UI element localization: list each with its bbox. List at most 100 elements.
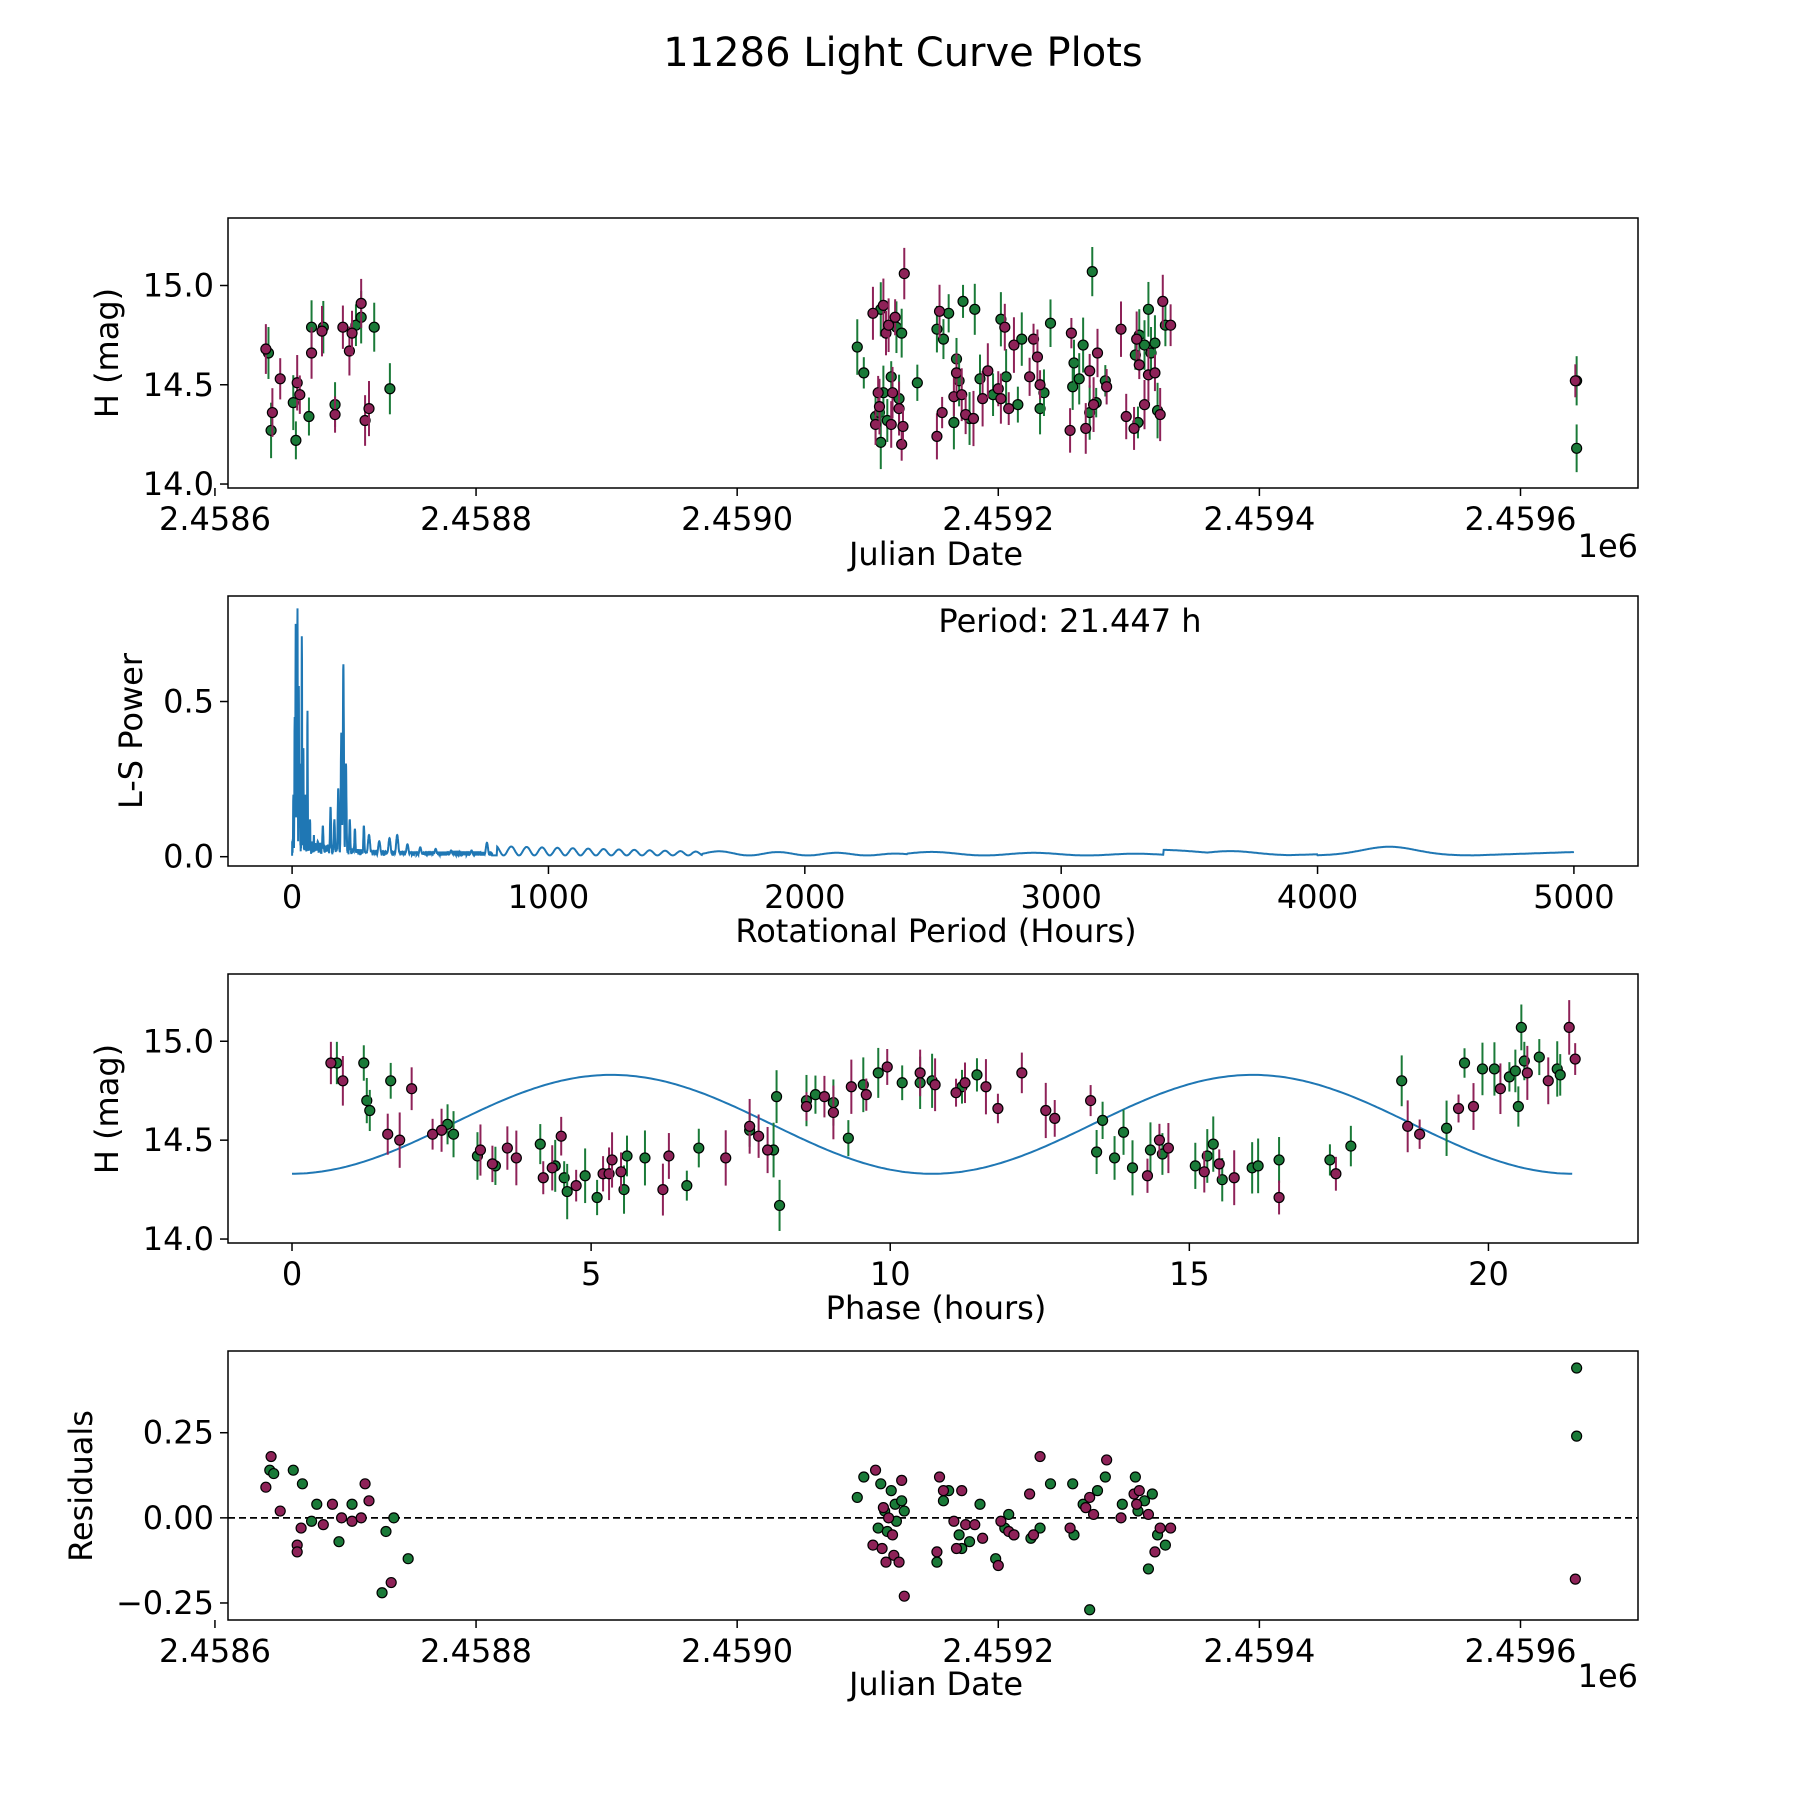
data-point [1198,1166,1210,1178]
data-point [1087,399,1100,411]
y-tick-label: 14.0 [143,465,214,503]
x-offset-label: 1e6 [1578,527,1638,565]
data-point [1440,1122,1453,1134]
data-point [384,383,396,395]
data-point [1034,1450,1046,1463]
data-point [1571,442,1583,454]
data-point [1533,1051,1545,1063]
data-point [842,1132,854,1144]
y-tick-label: 14.0 [143,1220,214,1258]
data-point [359,1478,371,1490]
data-point [274,1505,286,1517]
data-point [394,1134,406,1146]
data-point [872,387,884,399]
data-point [385,1576,397,1589]
data-point [317,1519,329,1531]
data-point [744,1120,756,1132]
data-point [1126,1162,1139,1174]
data-point [1273,1154,1285,1166]
data-point [977,393,989,405]
data-point [1521,1067,1533,1079]
data-point [937,1485,950,1497]
y-tick-label: 15.0 [143,1022,214,1060]
data-point [896,1077,908,1089]
y-tick-label: 0.25 [143,1414,214,1452]
data-point [897,420,909,433]
data-point [1087,1508,1100,1521]
data-point [889,311,901,323]
plot-area [228,1362,1638,1616]
data-point [1064,1522,1076,1534]
data-point [303,410,315,423]
data-point [311,1498,323,1510]
data-point [1228,1172,1240,1184]
data-point [1144,1144,1157,1156]
plot-area [291,608,1575,859]
data-point [992,1559,1004,1572]
x-axis-label: Phase (hours) [826,1289,1047,1327]
data-point [885,1485,897,1497]
data-point [877,1502,889,1514]
sinusoid-fit-line [291,1073,1573,1175]
data-point [295,1522,307,1534]
data-point [869,418,882,431]
data-point [1512,1100,1524,1113]
data-point [1189,1160,1201,1172]
data-point [1086,266,1098,278]
data-point [363,402,375,415]
y-axis-label: H (mag) [88,1044,126,1174]
data-point [753,1130,765,1142]
plot-area [260,246,1583,473]
data-point [969,1519,981,1531]
data-point [335,1512,348,1524]
data-point [294,389,306,401]
data-point [1165,1522,1177,1534]
data-point [1034,402,1046,415]
data-point [1084,1604,1096,1616]
data-point [268,1467,280,1480]
data-point [875,1478,887,1490]
data-point [1273,1191,1285,1204]
data-point [337,321,349,333]
x-tick-label: 2.4592 [942,1632,1054,1670]
data-point [546,1162,558,1174]
data-point [1084,1491,1096,1504]
data-point [337,1075,349,1087]
data-point [402,1553,414,1565]
data-point [1077,339,1089,351]
data-point [953,1529,965,1541]
data-point [1027,333,1040,345]
data-point [615,1166,627,1178]
data-point [447,1128,460,1140]
data-point [896,438,908,450]
data-point [346,1515,358,1527]
data-point [967,412,980,425]
data-point [1129,1471,1141,1483]
data-point [893,1556,905,1568]
data-point [858,1471,870,1483]
data-point [1142,1563,1155,1575]
data-point [1149,337,1161,349]
data-point [872,1522,884,1534]
data-point [1034,379,1046,391]
data-point [876,1542,888,1555]
data-point [1569,1053,1581,1065]
data-point [1080,422,1092,435]
data-point [1120,410,1132,423]
x-tick-label: 2.4594 [1203,1632,1315,1670]
data-point [1065,327,1077,339]
data-point [1133,359,1145,371]
data-point [1252,1160,1264,1172]
data-point [501,1142,513,1154]
data-point [1091,347,1104,359]
y-axis-label: Residuals [62,1410,100,1562]
data-point [1131,333,1143,345]
data-point [265,424,277,437]
data-point [960,1519,972,1531]
x-tick-label: 0 [282,1255,302,1293]
data-point [948,1515,960,1527]
x-tick-label: 2.4588 [420,1632,532,1670]
data-point [867,1539,879,1551]
data-point [1027,1529,1040,1541]
data-point [1509,1065,1521,1077]
